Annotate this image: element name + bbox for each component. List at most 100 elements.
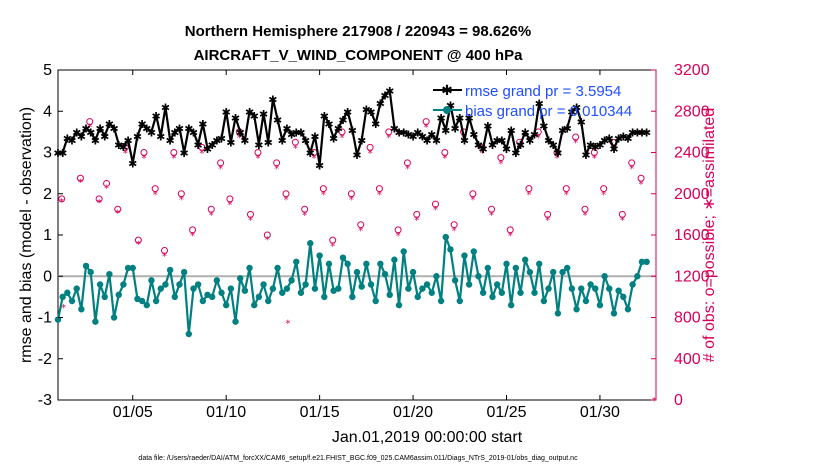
bias-point [531,289,538,296]
rmse-point: ✱ [469,128,478,141]
rmse-point: ✱ [549,139,558,152]
y-axis-ticks: -3 -2 -1 0 1 2 3 4 5 [38,62,63,409]
bias-point [101,293,108,301]
obs_possible-point [273,159,281,167]
rmse-point: ✱ [105,118,114,131]
rmse-point: ✱ [63,133,72,146]
bias-point [465,281,473,288]
obs_assimilated-point: * [59,197,64,208]
obs_assimilated-point: * [498,159,503,170]
rmse-point: ✱ [460,135,469,148]
bias-point [419,285,426,292]
rmse-point: ✱ [497,135,506,148]
bias-point [78,306,85,313]
rmse-point: ✱ [394,126,403,139]
bias-point [395,301,403,309]
bias-point [232,318,239,325]
obs_possible-point [95,195,103,203]
bias-point [124,264,132,272]
bias-point [456,297,463,305]
bias-point [554,310,562,317]
obs_possible-point [469,190,477,198]
bias-point [363,260,370,268]
x-tick-label: 01/30 [580,404,620,421]
obs_assimilated-point: * [136,239,141,250]
obs_possible-point [403,159,411,167]
rmse-point: ✱ [511,147,520,160]
bias-point [129,264,136,272]
obs_extremes-point: * [61,303,66,314]
obs_assimilated-point: * [190,231,195,242]
legend: ✱ rmse grand pr = 3.5954 bias grand pr =… [433,83,632,120]
obs-count-markers: * * * * * * * * * * * * * * * * * * * * * * * * * * * * * * * * * * * * * * * *… [58,118,657,407]
bias-point [386,291,393,299]
rmse-point: ✱ [100,131,109,144]
bias-point [339,254,347,261]
rmse-point: ✱ [413,126,422,139]
rmse-point: ✱ [567,106,576,119]
rmse-point: ✱ [357,135,366,148]
rmse-point: ✱ [161,102,170,115]
bias-point [265,297,272,305]
rmse-point: ✱ [502,143,511,156]
rmse-point: ✱ [189,126,198,139]
obs_possible-point [450,221,458,229]
obs_assimilated-point: * [386,133,391,144]
rmse-line [58,89,647,166]
x-axis-label: Jan.01,2019 00:00:00 start [332,429,523,446]
obs_possible-point [590,149,598,156]
y-axis-right-ticks: 0 400 800 1200 1600 2000 2400 2800 3200 [651,62,710,409]
bias-point [344,260,351,268]
bias-point [293,258,300,266]
bias-point [381,270,389,278]
rmse-point: ✱ [217,133,226,146]
obs_possible-point [422,118,430,126]
obs_possible-point [431,200,439,208]
bias-point [634,273,641,280]
rmse-point: ✱ [86,126,95,139]
bias-point [115,291,122,299]
rmse-series: ✱✱✱✱✱✱✱✱✱✱✱✱✱✱✱✱✱✱✱✱✱✱✱✱✱✱✱✱✱✱✱✱✱✱✱✱✱✱✱✱… [53,85,651,172]
bias-point [372,297,379,305]
obs_assimilated-point: * [489,210,494,221]
rmse-point: ✱ [642,126,651,139]
rmse-point: ✱ [320,110,329,123]
bias-point [507,301,515,309]
obs_possible-point [441,149,449,156]
bias-point [255,293,263,301]
bias-point [428,289,435,296]
rmse-point: ✱ [240,135,249,148]
rmse-point: ✱ [633,126,642,139]
obs_possible-point [338,128,346,136]
bias-point [190,285,197,292]
rmse-point: ✱ [166,135,175,148]
obs_assimilated-point: * [433,205,438,216]
rmse-point: ✱ [268,93,277,106]
x-tick-label: 01/20 [393,404,433,421]
rmse-point: ✱ [245,106,254,119]
rmse-point: ✱ [619,131,628,144]
rmse-point: ✱ [254,139,263,152]
bias-point [470,248,477,255]
rmse-point: ✱ [114,139,123,152]
rmse-point: ✱ [278,135,287,148]
obs_possible-point [246,210,254,218]
obs_assimilated-point: * [414,216,419,227]
bias-point [106,270,113,278]
bias-point [643,258,650,266]
bias-point [288,277,295,284]
y-tick-label: 1 [43,227,52,244]
rmse-point: ✱ [343,106,352,119]
obs_assimilated-point: * [293,143,298,154]
obs_possible-point [618,210,626,218]
obs_assimilated-point: * [536,133,541,144]
legend-rmse-label: rmse grand pr = 3.5954 [465,83,621,100]
obs_assimilated-point: * [218,164,223,175]
rmse-point: ✱ [474,139,483,152]
obs_assimilated-point: * [424,123,429,134]
bias-point [208,293,216,301]
obs_possible-point [375,185,383,193]
obs_possible-point [282,190,290,198]
bias-point [615,287,622,294]
y-right-tick-label: 2800 [674,103,710,120]
